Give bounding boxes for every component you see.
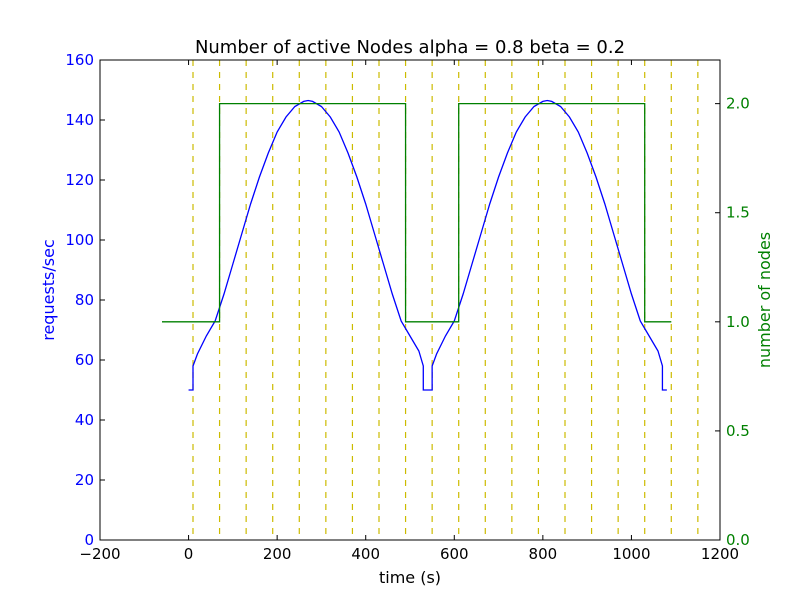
requests-line	[188, 99, 667, 391]
nodes-line	[162, 102, 672, 323]
x-tick-label: 1000	[612, 545, 650, 563]
y2-tick-label: 1.5	[726, 204, 750, 222]
x-tick-label: 200	[263, 545, 292, 563]
y-tick-label: 20	[75, 471, 94, 489]
y-tick-label: 140	[65, 111, 94, 129]
x-tick-label: 1200	[701, 545, 739, 563]
y2-tick-label: 0.0	[726, 531, 750, 549]
y-tick-label: 60	[75, 351, 94, 369]
y-axis-right: 0.0 0.5 1.0 1.5 2.0	[715, 95, 750, 549]
x-axis: −200 0 200 400 600 800 1000 1200	[79, 60, 739, 563]
y-tick-label: 160	[65, 51, 94, 69]
y-axis-left: 0 20 40 60 80 100 120 140 160	[65, 51, 105, 549]
y-tick-label: 120	[65, 171, 94, 189]
chart-title: Number of active Nodes alpha = 0.8 beta …	[195, 37, 625, 58]
y2-tick-label: 2.0	[726, 95, 750, 113]
y2-axis-label: number of nodes	[755, 232, 774, 368]
plot-area	[162, 60, 699, 540]
x-axis-label: time (s)	[379, 568, 441, 587]
x-tick-label: 600	[440, 545, 469, 563]
y-tick-label: 100	[65, 231, 94, 249]
y-tick-label: 0	[84, 531, 94, 549]
x-tick-label: −200	[79, 545, 120, 563]
x-tick-label: 400	[351, 545, 380, 563]
x-tick-label: 800	[529, 545, 558, 563]
y-tick-label: 40	[75, 411, 94, 429]
y-tick-label: 80	[75, 291, 94, 309]
y2-tick-label: 1.0	[726, 313, 750, 331]
y2-tick-label: 0.5	[726, 422, 750, 440]
y-axis-label: requests/sec	[39, 239, 58, 341]
x-tick-label: 0	[184, 545, 194, 563]
